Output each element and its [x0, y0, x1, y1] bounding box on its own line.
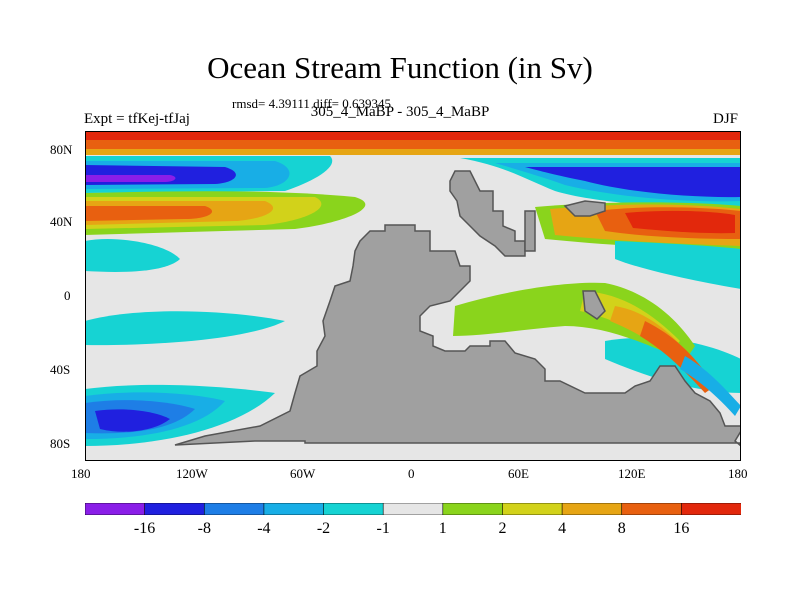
experiment-label: Expt = tfKej-tfJaj	[84, 111, 190, 127]
lat-tick-0: 0	[64, 288, 71, 303]
lon-tick-0: 0	[408, 466, 415, 481]
lon-tick-180w: 180	[71, 466, 91, 481]
colorbar-box	[323, 503, 384, 515]
colorbar-box	[85, 503, 146, 515]
colorbar-label: -1	[376, 520, 390, 537]
colorbar-label: 2	[498, 520, 507, 537]
colorbar-label: 1	[438, 520, 447, 537]
lon-tick-120e: 120E	[618, 466, 646, 481]
colorbar-label: -8	[197, 520, 211, 537]
lat-tick-40s: 40S	[50, 362, 71, 377]
lat-tick-80s: 80S	[50, 436, 71, 451]
colorbar-label: -4	[257, 520, 271, 537]
colorbar-label: 8	[617, 520, 626, 537]
colorbar-box	[144, 503, 206, 515]
colorbar-box	[561, 503, 623, 515]
center-label: 305_4_MaBP - 305_4_MaBP	[310, 104, 490, 120]
colorbar-box	[382, 503, 444, 515]
lat-tick-80n: 80N	[50, 142, 73, 157]
lon-tick-120w: 120W	[176, 466, 208, 481]
season-label: DJF	[712, 111, 738, 127]
colorbar-label: -16	[133, 520, 156, 537]
colorbar-label: 4	[558, 520, 567, 537]
stream-function-map	[85, 131, 741, 461]
stats-label: rmsd= 4.39111 diff= 0.639345	[232, 96, 391, 111]
colorbar-box	[681, 503, 741, 515]
plot-title: Ocean Stream Function (in Sv)	[207, 50, 593, 85]
colorbar	[85, 503, 741, 515]
lon-tick-60w: 60W	[290, 466, 316, 481]
colorbar-box	[263, 503, 325, 515]
colorbar-label: 16	[673, 520, 690, 537]
colorbar-box	[502, 503, 563, 515]
colorbar-box	[442, 503, 504, 515]
lon-tick-180e: 180	[728, 466, 748, 481]
colorbar-box	[203, 503, 265, 515]
colorbar-label: -2	[316, 520, 331, 537]
colorbar-box	[621, 503, 683, 515]
lon-tick-60e: 60E	[508, 466, 529, 481]
lat-tick-40n: 40N	[50, 214, 73, 229]
